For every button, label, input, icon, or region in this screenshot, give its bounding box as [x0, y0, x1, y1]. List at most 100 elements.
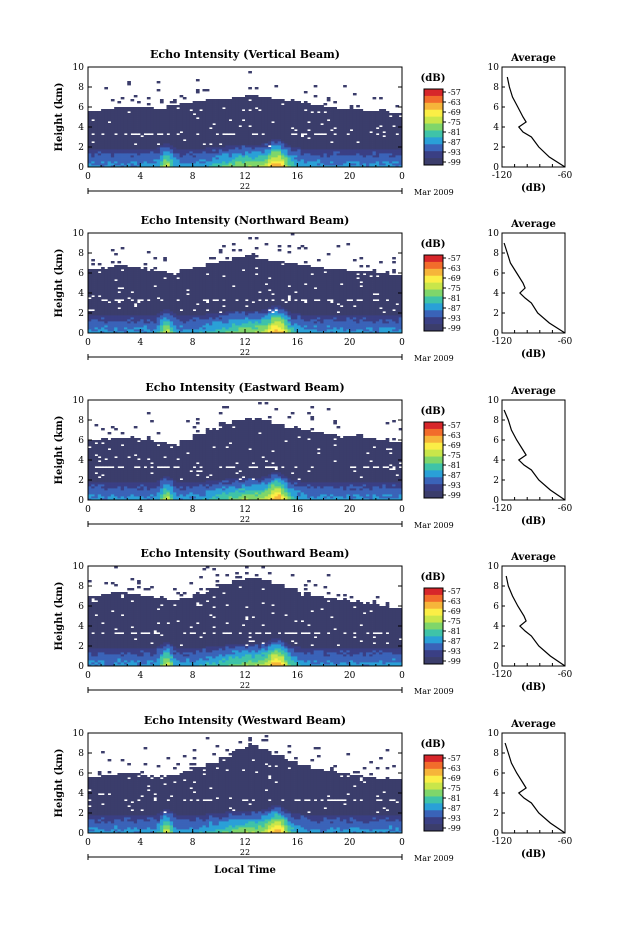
heatmap-cell — [169, 277, 174, 280]
heatmap-cell — [267, 325, 272, 328]
heatmap-cell — [359, 163, 364, 166]
heatmap-cell — [297, 137, 301, 140]
heatmap-cell — [251, 319, 256, 322]
heatmap-cell — [88, 285, 92, 288]
heatmap-cell — [101, 277, 105, 280]
heatmap-cell — [395, 159, 400, 162]
heatmap-cell — [202, 153, 207, 156]
heatmap-cell — [267, 119, 272, 122]
heatmap-cell — [143, 319, 148, 322]
heatmap-cell — [280, 121, 285, 124]
heatmap-cell — [156, 113, 161, 116]
heatmap-cell — [343, 147, 347, 150]
heatmap-cell — [212, 113, 216, 116]
heatmap-cell — [248, 137, 252, 140]
heatmap-cell — [218, 281, 223, 284]
heatmap-cell — [392, 147, 396, 150]
heatmap-cell — [189, 151, 194, 154]
heatmap-cell — [192, 161, 197, 164]
heatmap-cell — [97, 297, 102, 300]
heatmap-cell — [88, 163, 92, 166]
heatmap-cell — [101, 293, 105, 296]
heatmap-cell — [114, 289, 118, 292]
heatmap-cell — [238, 163, 243, 166]
heatmap-cell — [251, 281, 256, 284]
heatmap-cell — [245, 301, 249, 304]
heatmap-cell — [156, 283, 161, 286]
heatmap-cell — [258, 279, 262, 282]
heatmap-cell — [205, 113, 210, 116]
heatmap-cell — [225, 319, 230, 322]
heatmap-cell — [176, 283, 180, 286]
heatmap-cell — [189, 147, 194, 150]
heatmap-cell — [313, 127, 318, 130]
heatmap-cell — [104, 133, 109, 136]
heatmap-cell — [179, 271, 184, 274]
heatmap-cell — [176, 279, 180, 282]
heatmap-cell — [156, 289, 161, 292]
heatmap-cell — [189, 131, 194, 134]
heatmap-cell — [91, 315, 95, 318]
heatmap-cell — [163, 121, 167, 124]
heatmap-cell — [114, 121, 118, 124]
heatmap-cell — [258, 161, 262, 164]
heatmap-cell — [379, 119, 383, 122]
heatmap-cell — [385, 139, 390, 142]
heatmap-cell — [127, 325, 131, 328]
heatmap-cell — [379, 131, 383, 134]
heatmap-cell — [352, 143, 357, 146]
heatmap-cell — [235, 103, 239, 106]
heatmap-cell — [202, 323, 207, 326]
heatmap-cell — [379, 97, 383, 100]
heatmap-cell — [261, 315, 266, 318]
heatmap-cell — [316, 129, 321, 132]
heatmap-cell — [267, 151, 272, 154]
heatmap-cell — [225, 103, 230, 106]
heatmap-cell — [339, 129, 344, 132]
heatmap-cell — [202, 313, 207, 316]
heatmap-cell — [143, 129, 148, 132]
heatmap-cell — [117, 119, 122, 122]
heatmap-cell — [91, 313, 95, 316]
heatmap-cell — [192, 301, 197, 304]
heatmap-cell — [110, 141, 115, 144]
heatmap-cell — [199, 137, 203, 140]
heatmap-cell — [228, 111, 233, 114]
heatmap-cell — [303, 101, 308, 104]
heatmap-cell — [280, 111, 285, 114]
heatmap-cell — [153, 281, 158, 284]
heatmap-cell — [140, 275, 144, 278]
heatmap-cell — [228, 147, 233, 150]
heatmap-cell — [110, 143, 115, 146]
heatmap-cell — [192, 145, 197, 148]
heatmap-cell — [251, 299, 256, 302]
heatmap-cell — [251, 329, 256, 332]
heatmap-cell — [254, 329, 259, 332]
heatmap-cell — [287, 163, 292, 166]
heatmap-cell — [110, 283, 115, 286]
heatmap-cell — [238, 321, 243, 324]
heatmap-cell — [375, 163, 380, 166]
heatmap-cell — [173, 121, 177, 124]
heatmap-cell — [284, 103, 288, 106]
heatmap-cell — [192, 297, 197, 300]
heatmap-cell — [107, 163, 112, 166]
heatmap-cell — [228, 269, 233, 272]
heatmap-cell — [205, 289, 210, 292]
heatmap-cell — [88, 129, 92, 132]
heatmap-cell — [173, 327, 177, 330]
heatmap-cell — [137, 309, 141, 312]
heatmap-cell — [192, 121, 197, 124]
heatmap-cell — [120, 139, 125, 142]
heatmap-cell — [97, 307, 102, 310]
heatmap-cell — [343, 113, 347, 116]
heatmap-cell — [300, 111, 305, 114]
heatmap-cell — [303, 161, 308, 164]
heatmap-cell — [300, 149, 305, 152]
heatmap-cell — [163, 285, 167, 288]
heatmap-cell — [264, 129, 269, 132]
heatmap-cell — [163, 275, 167, 278]
heatmap-cell — [195, 279, 200, 282]
heatmap-cell — [241, 275, 246, 278]
heatmap-cell — [130, 161, 135, 164]
